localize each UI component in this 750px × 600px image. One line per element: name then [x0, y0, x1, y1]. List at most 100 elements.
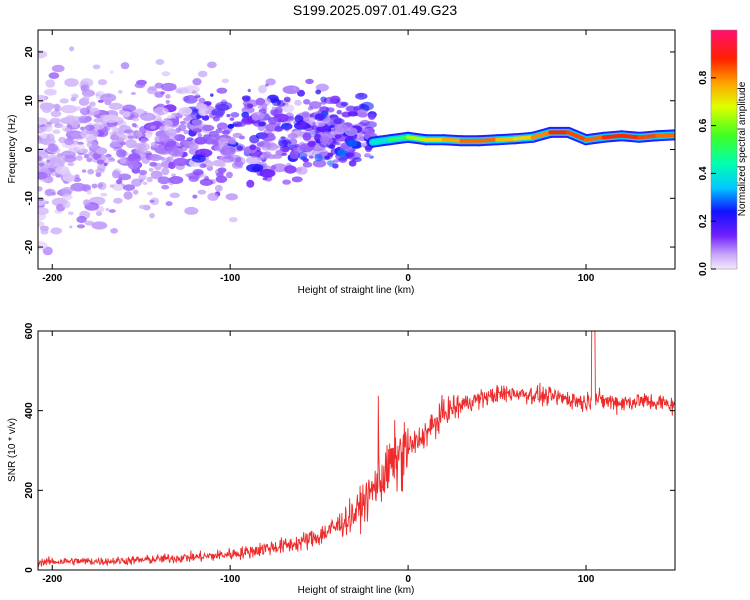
spectral-blob — [368, 113, 376, 120]
spectral-blob — [160, 82, 177, 92]
spectral-blob — [314, 153, 323, 162]
spectral-blob — [81, 169, 87, 173]
frequency-track-segment — [406, 135, 428, 142]
spectral-blob — [282, 145, 290, 153]
spectral-blob — [138, 174, 147, 181]
spectral-blob — [315, 83, 329, 92]
spectral-blob — [97, 79, 108, 86]
spectral-blob — [328, 163, 333, 168]
spectral-blob — [326, 160, 335, 166]
spectral-blob — [38, 155, 43, 162]
spectral-blob — [216, 137, 230, 146]
spectral-blob — [283, 96, 291, 103]
spectral-blob — [149, 212, 155, 219]
spectral-blob — [336, 109, 342, 115]
spectral-blob — [303, 99, 311, 105]
spectral-blob — [320, 96, 327, 102]
figure-title: S199.2025.097.01.49.G23 — [292, 2, 458, 18]
spectral-blob — [329, 124, 335, 128]
spectral-blob — [192, 78, 202, 86]
spectral-blob — [333, 118, 345, 125]
spectral-blob — [234, 157, 242, 163]
spectral-blob — [119, 158, 127, 164]
spectral-blob — [95, 211, 103, 216]
spectral-blob — [38, 241, 48, 250]
spectral-blob — [294, 143, 300, 148]
spectral-blob — [41, 105, 52, 113]
spectral-blob — [94, 168, 105, 174]
spectral-blob — [146, 176, 153, 183]
spectral-blob — [251, 114, 260, 121]
spectral-blob — [109, 184, 115, 188]
snr-x-axis-label: Height of straight line (km) — [298, 585, 415, 596]
spectral-blob — [92, 64, 101, 70]
y-tick-label: 200 — [24, 482, 35, 499]
spectral-blob — [265, 78, 276, 86]
spectral-blob — [308, 101, 322, 109]
spectral-blob — [123, 129, 133, 134]
spectral-blob — [111, 126, 119, 131]
spectral-blob — [191, 119, 203, 126]
spectral-blob — [188, 144, 199, 151]
spectral-blob — [270, 165, 277, 170]
spectral-blob — [340, 101, 349, 107]
spectral-blob — [357, 112, 369, 118]
spectral-blob — [225, 193, 238, 201]
spectral-blob — [122, 104, 136, 112]
spectral-blob — [166, 156, 174, 163]
spectral-blob — [173, 179, 178, 183]
spectral-blob — [168, 148, 180, 156]
spectral-blob — [307, 140, 317, 148]
spectral-blob — [132, 189, 139, 195]
spectral-blob — [84, 115, 92, 122]
spectral-blob — [53, 103, 61, 109]
spectral-blob — [303, 125, 314, 132]
spectral-blob — [109, 70, 114, 74]
spectral-blob — [185, 173, 191, 177]
spectral-blob — [216, 122, 228, 130]
spectral-blob — [132, 117, 140, 122]
spectral-blob — [76, 215, 87, 224]
spectral-blob — [245, 156, 261, 165]
spectral-blob — [171, 112, 178, 117]
spectral-blob — [131, 178, 143, 187]
spectral-blob — [258, 84, 267, 94]
spectral-blob — [45, 161, 59, 168]
spectral-blob — [71, 124, 79, 129]
spectral-blob — [65, 115, 76, 123]
spectral-blob — [363, 128, 369, 133]
spectral-blob — [335, 134, 348, 142]
spectral-blob — [118, 90, 123, 94]
spectral-blob — [225, 171, 233, 179]
spectral-blob — [80, 84, 90, 92]
spectral-blob — [197, 70, 208, 78]
spectral-blob — [287, 133, 298, 139]
spectral-blob — [47, 143, 59, 153]
spectral-blob — [263, 151, 272, 158]
spectral-blob — [232, 121, 243, 128]
spectral-blob — [86, 107, 101, 116]
spectral-blob — [139, 112, 156, 122]
spectral-blob — [207, 192, 219, 201]
spectral-blob — [43, 124, 53, 132]
spectral-blob — [199, 163, 207, 168]
spectral-blob — [61, 193, 73, 201]
spectral-blob — [44, 88, 57, 96]
spectral-blob — [60, 155, 66, 159]
spectral-blob — [150, 197, 160, 206]
spectral-blob — [61, 104, 78, 114]
spectral-blob — [58, 136, 66, 144]
spectral-blob — [75, 106, 82, 111]
colorbar-tick-label: 0.0 — [698, 262, 709, 276]
spectral-blob — [64, 78, 79, 87]
spectral-blob — [100, 93, 117, 103]
spectral-blob — [369, 155, 374, 159]
spectral-blob — [332, 159, 340, 163]
spectral-blob — [64, 137, 74, 146]
spectral-blob — [161, 71, 171, 77]
y-tick-label: 10 — [24, 95, 35, 107]
spectral-blob — [355, 92, 368, 100]
spectral-blob — [148, 167, 154, 172]
